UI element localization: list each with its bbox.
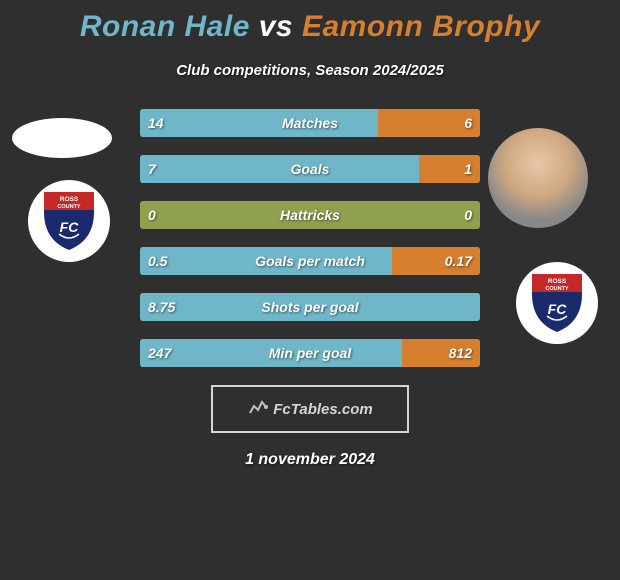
ross-county-badge-icon: ROSS COUNTY FC — [530, 272, 584, 334]
player1-photo-placeholder — [12, 118, 112, 158]
player2-photo-placeholder — [488, 128, 588, 228]
svg-text:ROSS: ROSS — [548, 278, 567, 285]
stat-bar-value-left: 0.5 — [148, 247, 167, 275]
stat-bar-row: Matches14 6 — [140, 109, 480, 137]
svg-text:COUNTY: COUNTY — [57, 204, 81, 210]
stat-bar-value-left: 8.75 — [148, 293, 175, 321]
stat-bar-row: Hattricks0 0 — [140, 201, 480, 229]
stat-bar-value-left: 7 — [148, 155, 156, 183]
comparison-infographic: Ronan Hale vs Eamonn Brophy Club competi… — [0, 0, 620, 580]
player2-club-badge: ROSS COUNTY FC — [516, 262, 598, 344]
stat-bar-label: Shots per goal — [140, 293, 480, 321]
title-player1: Ronan Hale — [80, 10, 250, 43]
stat-bar-value-left: 14 — [148, 109, 164, 137]
stat-bar-row: Goals per match0.5 0.17 — [140, 247, 480, 275]
player1-photo — [12, 88, 112, 188]
stat-bar-label: Goals per match — [140, 247, 480, 275]
player1-club-badge: ROSS COUNTY FC — [28, 180, 110, 262]
svg-text:COUNTY: COUNTY — [545, 286, 569, 292]
stat-bar-value-left: 247 — [148, 339, 171, 367]
stat-bar-row: Min per goal247 812 — [140, 339, 480, 367]
stat-bars: Matches14 6 Goals7 1 Hattricks0 0 Goals per ma… — [140, 109, 480, 367]
svg-text:FC: FC — [60, 219, 80, 235]
fctables-logo-icon — [247, 398, 269, 420]
ross-county-badge-icon: ROSS COUNTY FC — [42, 190, 96, 252]
svg-text:ROSS: ROSS — [60, 196, 79, 203]
footer-brand-text: FcTables.com — [273, 401, 372, 418]
date: 1 november 2024 — [0, 451, 620, 469]
stat-bar-value-left: 0 — [148, 201, 156, 229]
stat-bar-label: Min per goal — [140, 339, 480, 367]
stat-bar-label: Hattricks — [140, 201, 480, 229]
stat-bar-row: Goals7 1 — [140, 155, 480, 183]
stat-bar-value-right: 1 — [464, 155, 472, 183]
stat-bar-row: Shots per goal8.75 — [140, 293, 480, 321]
player2-photo — [488, 128, 588, 228]
stat-bar-value-right: 0 — [464, 201, 472, 229]
title-vs: vs — [259, 10, 293, 43]
stat-bar-value-right: 6 — [464, 109, 472, 137]
stat-bar-label: Goals — [140, 155, 480, 183]
stat-bar-value-right: 0.17 — [445, 247, 472, 275]
stat-bar-label: Matches — [140, 109, 480, 137]
footer-brand-box: FcTables.com — [211, 385, 409, 433]
title-player2: Eamonn Brophy — [302, 10, 540, 43]
subtitle: Club competitions, Season 2024/2025 — [0, 62, 620, 79]
svg-text:FC: FC — [548, 301, 568, 317]
title: Ronan Hale vs Eamonn Brophy — [0, 0, 620, 44]
stat-bar-value-right: 812 — [449, 339, 472, 367]
